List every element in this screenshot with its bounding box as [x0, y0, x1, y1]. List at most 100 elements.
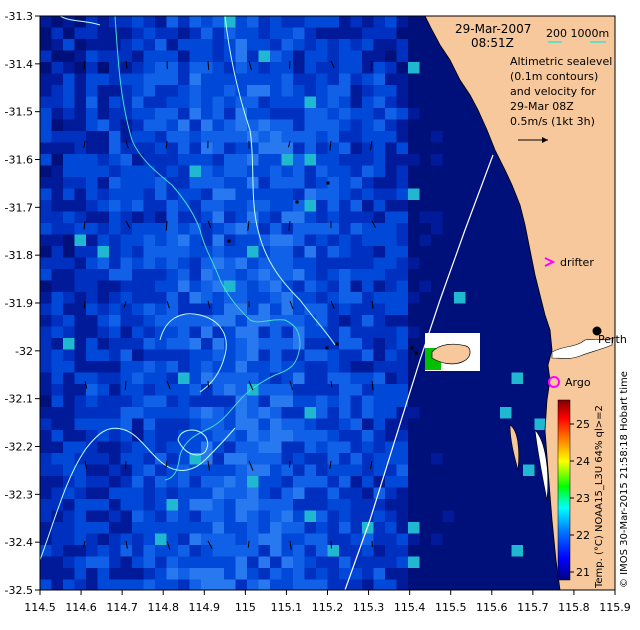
sst-pixel [385, 246, 397, 258]
sst-pixel [97, 223, 110, 235]
sst-pixel [534, 533, 547, 546]
sst-pixel [431, 131, 443, 143]
sst-pixel [63, 131, 75, 143]
arrow-icon [371, 300, 374, 309]
contour-1000m [224, 16, 336, 346]
sst-pixel [362, 441, 374, 454]
sst-pixel [97, 372, 110, 385]
sst-pixel [511, 269, 524, 281]
y-tick-label: -32.5 [5, 584, 33, 597]
sst-pixel [534, 568, 547, 580]
sst-pixel [465, 441, 478, 454]
sst-pixel [166, 119, 179, 132]
sst-pixel [442, 430, 455, 442]
sst-pixel [40, 372, 52, 385]
sst-pixel [247, 441, 259, 454]
sst-pixel [235, 568, 248, 580]
sst-pixel [63, 50, 75, 63]
sst-pixel [523, 430, 535, 442]
sst-pixel [258, 211, 271, 224]
sst-pixel [419, 280, 432, 293]
sst-pixel [362, 257, 374, 270]
sst-pixel [109, 441, 121, 454]
sst-pixel [477, 476, 489, 488]
sst-pixel [120, 476, 133, 488]
sst-pixel [97, 280, 110, 293]
sst-pixel [408, 131, 420, 143]
sst-pixel [304, 372, 317, 385]
sst-pixel [132, 108, 144, 120]
sst-pixel [350, 349, 363, 362]
sst-pixel [97, 315, 110, 327]
sst-pixel [316, 257, 328, 270]
sst-pixel [454, 464, 466, 477]
sst-pixel [270, 292, 282, 304]
sst-pixel [534, 338, 547, 350]
sst-pixel [385, 349, 397, 362]
sst-pixel [270, 579, 282, 590]
sst-pixel [51, 372, 64, 385]
sst-pixel [373, 522, 386, 534]
sst-pixel [523, 407, 535, 419]
sst-pixel [120, 131, 133, 143]
sst-pixel [224, 50, 236, 63]
sst-pixel [270, 453, 282, 465]
sst-pixel [270, 510, 282, 523]
x-tick-label: 115.5 [435, 601, 467, 614]
sst-pixel [97, 533, 110, 546]
sst-pixel [408, 568, 420, 580]
sst-pixel [523, 568, 535, 580]
sst-pixel [385, 315, 397, 327]
sst-pixel [454, 545, 466, 557]
sst-pixel [97, 326, 110, 339]
sst-pixel [86, 384, 98, 396]
sst-pixel [396, 315, 409, 327]
sst-pixel [132, 556, 144, 569]
sst-pixel [362, 476, 374, 488]
sst-pixel [258, 430, 271, 442]
sst-pixel [396, 464, 409, 477]
sst-pixel [235, 50, 248, 63]
colorbar-tick-label: 23 [576, 492, 590, 505]
sst-pixel [132, 349, 144, 362]
sst-pixel [270, 96, 282, 109]
sst-pixel [201, 453, 213, 465]
sst-pixel [431, 579, 443, 590]
sst-pixel [408, 545, 420, 557]
sst-pixel [247, 579, 259, 590]
sst-pixel [189, 407, 202, 419]
sst-pixel [155, 39, 167, 51]
sst-pixel [143, 315, 156, 327]
sst-pixel [51, 257, 64, 270]
sst-pixel [419, 441, 432, 454]
sst-pixel [293, 177, 305, 189]
sst-pixel [97, 211, 110, 224]
sst-pixel [97, 39, 110, 51]
sst-pixel [373, 556, 386, 569]
sst-pixel [247, 85, 259, 97]
sst-pixel [120, 303, 133, 316]
sst-pixel [270, 361, 282, 373]
sst-pixel [408, 430, 420, 442]
sst-pixel [143, 568, 156, 580]
sst-pixel [454, 441, 466, 454]
sst-pixel [74, 464, 87, 477]
sst-pixel [350, 27, 363, 40]
sst-pixel [109, 223, 121, 235]
sst-pixel [385, 96, 397, 109]
sst-pixel [155, 119, 167, 132]
sst-pixel [350, 510, 363, 523]
sst-pixel [178, 27, 190, 40]
sst-pixel [40, 269, 52, 281]
sst-pixel [74, 165, 87, 178]
sst-pixel [316, 338, 328, 350]
sst-pixel [40, 453, 52, 465]
sst-pixel [419, 211, 432, 224]
sst-pixel [465, 545, 478, 557]
sst-pixel [86, 579, 98, 590]
sst-pixel [178, 533, 190, 546]
sst-pixel [189, 487, 202, 500]
sst-pixel [63, 326, 75, 339]
sst-pixel [270, 234, 282, 247]
sst-pixel [385, 223, 397, 235]
